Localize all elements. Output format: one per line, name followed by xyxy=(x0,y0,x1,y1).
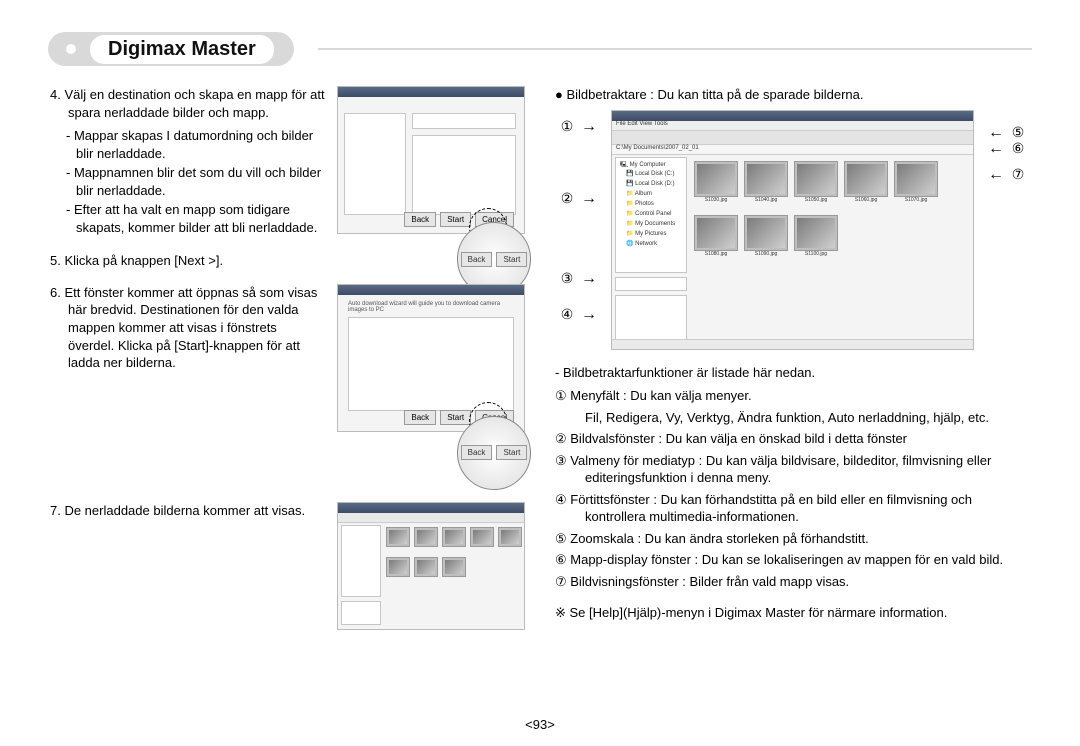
mag2-back: Back xyxy=(461,445,493,460)
item-7: ⑦ Bildvisningsfönster : Bilder från vald… xyxy=(555,573,1030,591)
item-6: ⑥ Mapp-display fönster : Du kan se lokal… xyxy=(555,551,1030,569)
step7: 7. De nerladdade bilderna kommer att vis… xyxy=(50,502,325,520)
step7-block: 7. De nerladdade bilderna kommer att vis… xyxy=(50,502,525,630)
marker-7: ←⑦ xyxy=(988,166,1026,184)
magnifier-2: Back Start xyxy=(457,416,531,490)
marker-6: ←⑥ xyxy=(988,140,1026,158)
title-pill: Digimax Master xyxy=(48,32,294,66)
mag2-start: Start xyxy=(496,445,527,460)
step6-block: 6. Ett fönster kommer att öppnas så som … xyxy=(50,284,525,432)
page-title: Digimax Master xyxy=(90,35,274,64)
item-1: ① Menyfält : Du kan välja menyer. xyxy=(555,387,1030,405)
left-column: 4. Välj en destination och skapa en mapp… xyxy=(50,86,525,706)
app-screenshot-small xyxy=(337,502,525,630)
func-intro: - Bildbetraktarfunktioner är listade här… xyxy=(555,364,1030,382)
mag1-start: Start xyxy=(496,252,527,267)
marker-4: ④→ xyxy=(559,306,597,324)
mag1-back: Back xyxy=(461,252,493,267)
function-list: ① Menyfält : Du kan välja menyer. Fil, R… xyxy=(555,387,1030,590)
item-2: ② Bildvalsfönster : Du kan välja en önsk… xyxy=(555,430,1030,448)
app-screenshot-large: File Edit View Tools C:\My Documents\200… xyxy=(611,110,974,350)
viewer-figure: File Edit View Tools C:\My Documents\200… xyxy=(611,110,974,350)
content-columns: 4. Välj en destination och skapa en mapp… xyxy=(50,86,1030,706)
viewer-heading: ● Bildbetraktare : Du kan titta på de sp… xyxy=(555,86,1030,104)
step4-b2: - Mappnamnen blir det som du vill och bi… xyxy=(50,164,325,199)
step6: 6. Ett fönster kommer att öppnas så som … xyxy=(50,284,325,372)
item-4: ④ Förtittsfönster : Du kan förhandstitta… xyxy=(555,491,1030,526)
step4-b1: - Mappar skapas I datumordning och bilde… xyxy=(50,127,325,162)
item-5: ⑤ Zoomskala : Du kan ändra storleken på … xyxy=(555,530,1030,548)
title-rule xyxy=(318,48,1032,50)
right-column: ● Bildbetraktare : Du kan titta på de sp… xyxy=(555,86,1030,706)
help-note: ※ Se [Help](Hjälp)-menyn i Digimax Maste… xyxy=(555,605,1030,621)
marker-3: ③→ xyxy=(559,270,597,288)
item-3: ③ Valmeny för mediatyp : Du kan välja bi… xyxy=(555,452,1030,487)
step4-lead: 4. Välj en destination och skapa en mapp… xyxy=(50,86,325,121)
marker-2: ②→ xyxy=(559,190,597,208)
item-1-sub: Fil, Redigera, Vy, Verktyg, Ändra funkti… xyxy=(555,409,1030,427)
title-bar: Digimax Master xyxy=(48,32,1032,66)
marker-1: ①→ xyxy=(559,118,597,136)
step4-block: 4. Välj en destination och skapa en mapp… xyxy=(50,86,525,238)
page-number: <93> xyxy=(0,717,1080,732)
step4-b3: - Efter att ha valt en mapp som tidigare… xyxy=(50,201,325,236)
step5: 5. Klicka på knappen [Next >]. xyxy=(50,252,525,270)
title-dot xyxy=(66,44,76,54)
